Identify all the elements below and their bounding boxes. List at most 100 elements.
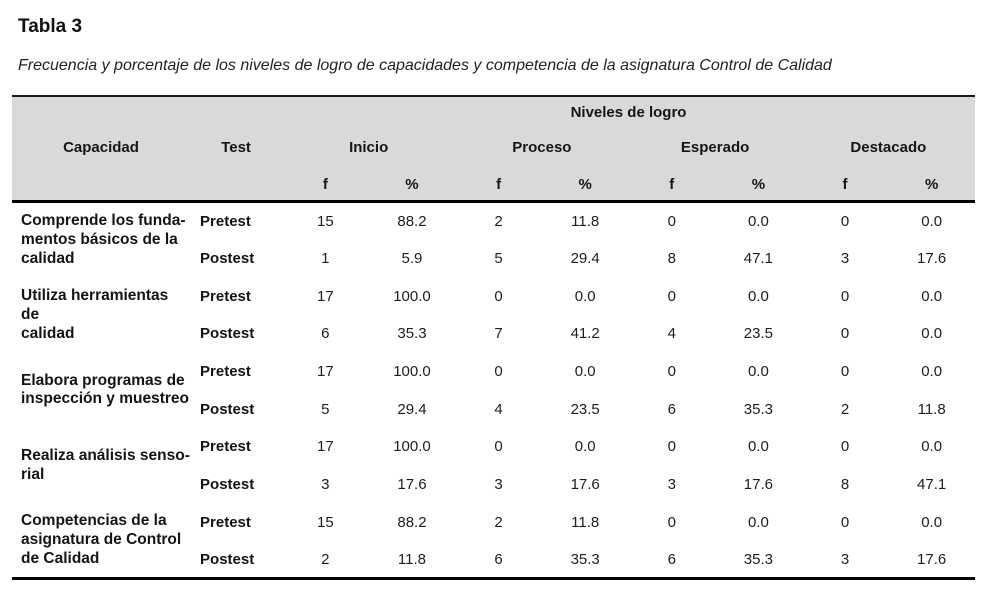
freq-cell-inicio: 5 bbox=[321, 400, 330, 418]
pct-cell-destacado: 0.0 bbox=[921, 513, 943, 531]
header-empty-cell bbox=[12, 95, 283, 128]
test-cell: Pretest bbox=[200, 438, 251, 456]
freq-cell-proceso: 0 bbox=[494, 363, 503, 381]
table-caption: Frecuencia y porcentaje de los niveles d… bbox=[18, 56, 832, 74]
table-row: Utiliza herramientas de calidad Pretest … bbox=[12, 277, 975, 342]
sub-header-f-inicio: f bbox=[282, 167, 369, 204]
freq-cell-proceso: 7 bbox=[494, 325, 503, 343]
freq-cell-destacado: 0 bbox=[840, 213, 850, 231]
table-row: Elabora programas de inspección y muestr… bbox=[12, 353, 975, 407]
freq-cell-inicio: 17 bbox=[317, 438, 334, 456]
spanner-header: Niveles de logro bbox=[282, 95, 975, 128]
freq-cell-inicio: 17 bbox=[317, 363, 334, 381]
table-row: Postest 6 35.3 7 41.2 4 23.5 0 0.0 bbox=[12, 315, 975, 353]
table-row: Postest 2 11.8 6 35.3 6 35.3 3 17.6 bbox=[12, 541, 975, 579]
freq-cell-proceso: 5 bbox=[494, 250, 503, 268]
test-cell: Postest bbox=[200, 550, 255, 568]
freq-cell-destacado: 0 bbox=[840, 287, 850, 305]
capacity-cell: Elabora programas de inspección y muestr… bbox=[21, 371, 189, 408]
freq-cell-proceso: 2 bbox=[494, 213, 503, 231]
pct-cell-inicio: 17.6 bbox=[397, 476, 427, 494]
pct-cell-destacado: 0.0 bbox=[921, 438, 943, 456]
sub-header-pct-esperado: % bbox=[715, 167, 802, 204]
pct-cell-destacado: 0.0 bbox=[921, 363, 943, 381]
pct-cell-inicio: 11.8 bbox=[397, 550, 426, 568]
table-row: Postest 3 17.6 3 17.6 3 17.6 8 47.1 bbox=[12, 466, 975, 504]
test-cell: Postest bbox=[200, 476, 255, 494]
test-cell: Postest bbox=[200, 325, 255, 343]
pct-cell-destacado: 0.0 bbox=[921, 325, 943, 343]
freq-cell-esperado: 0 bbox=[667, 363, 676, 381]
freq-cell-esperado: 0 bbox=[667, 287, 676, 305]
level-header-proceso: Proceso bbox=[455, 127, 629, 168]
pct-cell-destacado: 47.1 bbox=[917, 476, 947, 494]
test-cell: Pretest bbox=[200, 363, 251, 381]
pct-cell-destacado: 0.0 bbox=[921, 213, 943, 231]
freq-cell-inicio: 15 bbox=[317, 513, 334, 531]
freq-cell-destacado: 0 bbox=[840, 438, 850, 456]
pct-cell-proceso: 23.5 bbox=[570, 400, 600, 418]
freq-cell-esperado: 6 bbox=[667, 550, 676, 568]
pct-cell-proceso: 0.0 bbox=[574, 363, 596, 381]
freq-cell-esperado: 0 bbox=[667, 213, 676, 231]
pct-cell-proceso: 17.6 bbox=[570, 476, 600, 494]
capacity-cell: Utiliza herramientas de calidad bbox=[21, 286, 169, 342]
freq-cell-proceso: 3 bbox=[494, 476, 503, 494]
pct-cell-inicio: 100.0 bbox=[393, 438, 431, 456]
freq-cell-destacado: 2 bbox=[840, 400, 850, 418]
freq-cell-esperado: 4 bbox=[667, 325, 676, 343]
pct-cell-inicio: 100.0 bbox=[393, 287, 431, 305]
pct-cell-esperado: 17.6 bbox=[743, 476, 773, 494]
col-header-capacidad: Capacidad bbox=[12, 127, 191, 168]
sub-header-pct-inicio: % bbox=[368, 167, 456, 204]
freq-cell-destacado: 3 bbox=[840, 550, 850, 568]
sub-header-f-proceso: f bbox=[455, 167, 542, 204]
pct-cell-esperado: 0.0 bbox=[747, 513, 769, 531]
table-row: Comprende los funda- mentos básicos de l… bbox=[12, 202, 975, 267]
freq-cell-destacado: 0 bbox=[840, 325, 850, 343]
pct-cell-proceso: 0.0 bbox=[574, 438, 596, 456]
pct-cell-proceso: 35.3 bbox=[570, 550, 600, 568]
test-cell: Pretest bbox=[200, 513, 251, 531]
freq-cell-inicio: 2 bbox=[321, 550, 330, 568]
column-header-row: Capacidad Test Inicio Proceso Esperado D… bbox=[12, 127, 975, 168]
freq-cell-destacado: 0 bbox=[840, 513, 850, 531]
table-body: Comprende los funda- mentos básicos de l… bbox=[12, 202, 975, 579]
pct-cell-proceso: 0.0 bbox=[574, 287, 596, 305]
pct-cell-destacado: 17.6 bbox=[917, 550, 947, 568]
sub-header-row: f % f % f % f % bbox=[12, 167, 975, 204]
freq-cell-inicio: 15 bbox=[317, 213, 334, 231]
freq-cell-esperado: 3 bbox=[667, 476, 676, 494]
pct-cell-esperado: 47.1 bbox=[743, 250, 773, 268]
pct-cell-esperado: 35.3 bbox=[743, 550, 773, 568]
test-cell: Postest bbox=[200, 400, 255, 418]
level-header-destacado: Destacado bbox=[801, 127, 975, 168]
pct-cell-destacado: 11.8 bbox=[917, 400, 946, 418]
capacity-cell: Realiza análisis senso- rial bbox=[21, 446, 190, 483]
pct-cell-inicio: 5.9 bbox=[401, 250, 423, 268]
table-header: Niveles de logro Capacidad Test Inicio P… bbox=[12, 95, 975, 204]
test-cell: Pretest bbox=[200, 287, 251, 305]
freq-cell-proceso: 2 bbox=[494, 513, 503, 531]
header-empty-cell bbox=[12, 167, 283, 204]
pct-cell-proceso: 41.2 bbox=[570, 325, 600, 343]
pct-cell-inicio: 88.2 bbox=[397, 213, 427, 231]
capacity-cell: Competencias de la asignatura de Control… bbox=[21, 512, 182, 567]
pct-cell-destacado: 17.6 bbox=[917, 250, 947, 268]
freq-cell-esperado: 8 bbox=[667, 250, 676, 268]
freq-cell-proceso: 0 bbox=[494, 438, 503, 456]
results-table: Niveles de logro Capacidad Test Inicio P… bbox=[12, 94, 975, 581]
sub-header-f-destacado: f bbox=[801, 167, 889, 204]
level-header-inicio: Inicio bbox=[282, 127, 456, 168]
pct-cell-esperado: 35.3 bbox=[743, 400, 773, 418]
pct-cell-proceso: 29.4 bbox=[570, 250, 600, 268]
freq-cell-inicio: 1 bbox=[321, 250, 330, 268]
pct-cell-inicio: 88.2 bbox=[397, 513, 427, 531]
table-row: Realiza análisis senso- rial Pretest 17 … bbox=[12, 428, 975, 482]
freq-cell-inicio: 6 bbox=[321, 325, 330, 343]
table-row: Postest 1 5.9 5 29.4 8 47.1 3 17.6 bbox=[12, 240, 975, 278]
freq-cell-proceso: 4 bbox=[494, 400, 503, 418]
sub-header-pct-destacado: % bbox=[888, 167, 975, 204]
test-cell: Pretest bbox=[200, 213, 251, 231]
